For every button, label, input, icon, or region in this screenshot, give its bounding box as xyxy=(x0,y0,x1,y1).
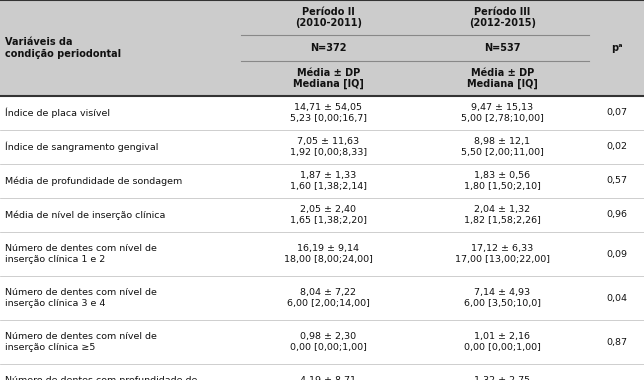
Text: Índice de placa visível: Índice de placa visível xyxy=(5,108,110,118)
Text: Período III
(2012-2015): Período III (2012-2015) xyxy=(469,7,536,28)
Text: Média ± DP
Mediana [IQ]: Média ± DP Mediana [IQ] xyxy=(293,68,364,89)
Text: 0,96: 0,96 xyxy=(606,211,627,220)
Text: 0,57: 0,57 xyxy=(606,176,627,185)
Text: 1,01 ± 2,16
0,00 [0,00;1,00]: 1,01 ± 2,16 0,00 [0,00;1,00] xyxy=(464,332,541,352)
Text: Média ± DP
Mediana [IQ]: Média ± DP Mediana [IQ] xyxy=(467,68,538,89)
Text: 7,14 ± 4,93
6,00 [3,50;10,0]: 7,14 ± 4,93 6,00 [3,50;10,0] xyxy=(464,288,541,308)
Text: N=372: N=372 xyxy=(310,43,346,53)
Text: Média de profundidade de sondagem: Média de profundidade de sondagem xyxy=(5,176,182,186)
Text: 0,98 ± 2,30
0,00 [0,00;1,00]: 0,98 ± 2,30 0,00 [0,00;1,00] xyxy=(290,332,367,352)
Text: 4,19 ± 8,71
0,00 [0,00;5,00]: 4,19 ± 8,71 0,00 [0,00;5,00] xyxy=(290,376,367,380)
Text: 1,87 ± 1,33
1,60 [1,38;2,14]: 1,87 ± 1,33 1,60 [1,38;2,14] xyxy=(290,171,367,191)
Text: 0,09: 0,09 xyxy=(606,250,627,258)
Text: Número de dentes com nível de
inserção clínica ≥5: Número de dentes com nível de inserção c… xyxy=(5,332,157,352)
Text: Variáveis da
condição periodontal: Variáveis da condição periodontal xyxy=(5,37,121,59)
Text: 7,05 ± 11,63
1,92 [0,00;8,33]: 7,05 ± 11,63 1,92 [0,00;8,33] xyxy=(290,137,367,157)
Text: 17,12 ± 6,33
17,00 [13,00;22,00]: 17,12 ± 6,33 17,00 [13,00;22,00] xyxy=(455,244,550,264)
Bar xyxy=(0,198,644,232)
Text: 0,87: 0,87 xyxy=(606,337,627,347)
Text: 2,05 ± 2,40
1,65 [1,38;2,20]: 2,05 ± 2,40 1,65 [1,38;2,20] xyxy=(290,205,367,225)
Text: 2,04 ± 1,32
1,82 [1,58;2,26]: 2,04 ± 1,32 1,82 [1,58;2,26] xyxy=(464,205,541,225)
Text: 0,07: 0,07 xyxy=(606,109,627,117)
Text: 8,04 ± 7,22
6,00 [2,00;14,00]: 8,04 ± 7,22 6,00 [2,00;14,00] xyxy=(287,288,370,308)
Text: Número de dentes com profundidade de
sondagem ≥4mm: Número de dentes com profundidade de son… xyxy=(5,376,197,380)
Text: 1,83 ± 0,56
1,80 [1,50;2,10]: 1,83 ± 0,56 1,80 [1,50;2,10] xyxy=(464,171,541,191)
Text: Número de dentes com nível de
inserção clínica 1 e 2: Número de dentes com nível de inserção c… xyxy=(5,244,157,264)
Bar xyxy=(0,96,644,130)
Text: 8,98 ± 12,1
5,50 [2,00;11,00]: 8,98 ± 12,1 5,50 [2,00;11,00] xyxy=(461,137,544,157)
Text: pᵃ: pᵃ xyxy=(611,43,622,53)
Bar xyxy=(0,232,644,276)
Text: 16,19 ± 9,14
18,00 [8,00;24,00]: 16,19 ± 9,14 18,00 [8,00;24,00] xyxy=(284,244,373,264)
Text: 1,32 ± 2,75
0,00 [0,00;2,00]: 1,32 ± 2,75 0,00 [0,00;2,00] xyxy=(464,376,541,380)
Text: 0,04: 0,04 xyxy=(606,293,627,302)
Text: N=537: N=537 xyxy=(484,43,520,53)
Text: 9,47 ± 15,13
5,00 [2,78;10,00]: 9,47 ± 15,13 5,00 [2,78;10,00] xyxy=(461,103,544,123)
Bar xyxy=(0,276,644,320)
Text: 14,71 ± 54,05
5,23 [0,00;16,7]: 14,71 ± 54,05 5,23 [0,00;16,7] xyxy=(290,103,367,123)
Text: 0,02: 0,02 xyxy=(606,142,627,152)
Text: Período II
(2010-2011): Período II (2010-2011) xyxy=(295,7,362,28)
Bar xyxy=(0,164,644,198)
Text: Número de dentes com nível de
inserção clínica 3 e 4: Número de dentes com nível de inserção c… xyxy=(5,288,157,308)
Text: Índice de sangramento gengival: Índice de sangramento gengival xyxy=(5,142,158,152)
Bar xyxy=(0,130,644,164)
Bar xyxy=(0,320,644,364)
Text: Média de nível de inserção clínica: Média de nível de inserção clínica xyxy=(5,210,166,220)
Bar xyxy=(0,0,644,96)
Bar xyxy=(0,364,644,380)
